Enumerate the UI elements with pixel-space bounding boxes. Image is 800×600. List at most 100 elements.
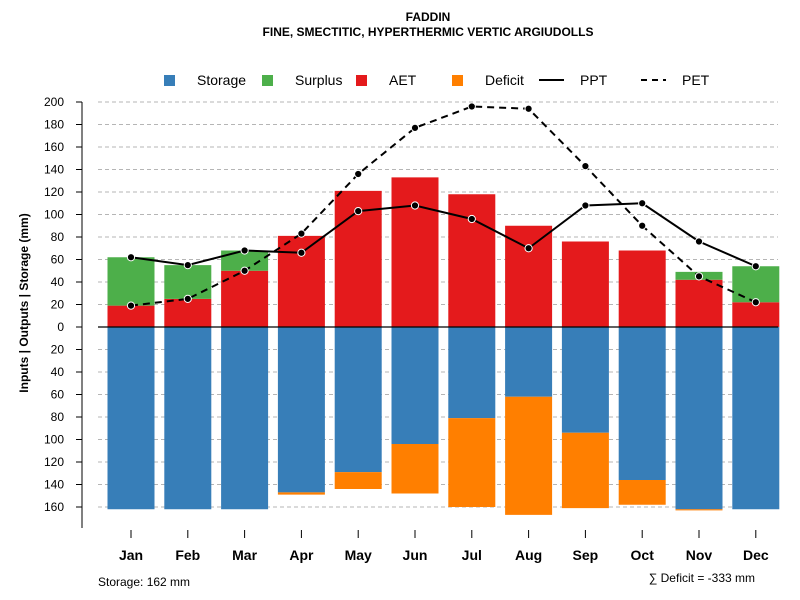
line-pet (130, 105, 757, 307)
chart-title: FADDIN (406, 10, 451, 24)
bar-aet-feb (164, 298, 212, 327)
point-pet-mar (240, 266, 249, 275)
legend-label-storage: Storage (197, 72, 246, 88)
x-tick-label-mar: Mar (232, 547, 257, 563)
bar-storage-mar (221, 327, 269, 510)
point-ppt-oct (638, 199, 647, 208)
point-pet-aug (524, 104, 533, 113)
footer-deficit: ∑ Deficit = -333 mm (649, 571, 755, 585)
y-tick-label: 40 (51, 275, 65, 289)
bar-deficit-jul (448, 418, 496, 507)
bar-storage-feb (164, 327, 212, 510)
bar-aet-mar (221, 270, 269, 327)
bar-surplus-mar (221, 250, 269, 271)
x-tick-label-may: May (345, 547, 372, 563)
legend-swatch-surplus (262, 75, 273, 86)
x-tick-label-jan: Jan (119, 547, 143, 563)
y-tick-label: 140 (44, 478, 64, 492)
x-tick-label-feb: Feb (175, 547, 200, 563)
x-tick-label-aug: Aug (515, 547, 542, 563)
bar-deficit-apr (277, 492, 325, 495)
bar-aet-nov (675, 279, 723, 327)
bar-deficit-sep (561, 432, 609, 509)
legend-label-pet: PET (682, 72, 710, 88)
point-ppt-may (354, 207, 363, 216)
bar-storage-jul (448, 327, 496, 419)
bar-deficit-nov (675, 509, 723, 511)
bar-storage-apr (277, 327, 325, 493)
point-pet-jul (467, 102, 476, 111)
bar-storage-aug (505, 327, 553, 397)
y-tick-label: 80 (51, 410, 65, 424)
x-tick-label-dec: Dec (743, 547, 769, 563)
point-ppt-dec (751, 262, 760, 271)
bar-aet-oct (618, 250, 666, 327)
bar-surplus-dec (732, 266, 780, 303)
y-tick-label: 20 (51, 298, 65, 312)
bar-aet-aug (505, 225, 553, 327)
legend-swatch-aet (356, 75, 367, 86)
x-tick-label-apr: Apr (289, 547, 314, 563)
point-pet-apr (297, 229, 306, 238)
point-ppt-apr (297, 248, 306, 257)
x-tick-label-oct: Oct (631, 547, 655, 563)
point-ppt-jan (126, 253, 136, 262)
axes: 0 20 40 60 80 100 120 140 160 180 200 20 40 60 80 100 12… (44, 95, 769, 563)
y-tick-label: 120 (44, 455, 64, 469)
bar-deficit-may (334, 472, 382, 489)
x-tick-label-jul: Jul (462, 547, 482, 563)
y-tick-label: 140 (44, 163, 64, 177)
point-pet-sep (581, 162, 590, 171)
y-tick-label: 100 (44, 433, 64, 447)
legend-swatch-deficit (452, 75, 463, 86)
y-tick-label: 40 (51, 365, 65, 379)
point-ppt-sep (581, 201, 590, 210)
point-pet-may (354, 169, 363, 179)
point-ppt-feb (183, 261, 192, 270)
y-tick-label: 60 (51, 253, 65, 267)
x-tick-label-jun: Jun (403, 547, 428, 563)
y-tick-label: 80 (51, 230, 65, 244)
bar-aet-jun (391, 177, 439, 327)
bar-storage-jun (391, 327, 439, 444)
bar-storage-oct (618, 327, 666, 480)
bar-storage-sep (561, 327, 609, 433)
y-tick-label: 60 (51, 388, 65, 402)
legend-label-deficit: Deficit (485, 72, 524, 88)
legend-label-aet: AET (389, 72, 417, 88)
y-tick-label: 100 (44, 208, 64, 222)
bar-surplus-feb (164, 265, 212, 299)
y-tick-label: 160 (44, 500, 64, 514)
y-tick-label: 200 (44, 95, 64, 109)
point-pet-nov (694, 272, 704, 281)
point-pet-dec (751, 298, 760, 307)
bar-aet-sep (561, 241, 609, 327)
bar-aet-dec (732, 302, 780, 327)
y-axis-label: Inputs | Outputs | Storage (mm) (17, 213, 31, 392)
y-tick-label: 20 (51, 343, 65, 357)
point-pet-jan (126, 301, 136, 310)
y-tick-label: 160 (44, 140, 64, 154)
bar-storage-may (334, 327, 382, 473)
line-ppt (130, 202, 757, 268)
footer-storage: Storage: 162 mm (98, 575, 190, 589)
point-ppt-jul (467, 214, 476, 224)
x-tick-label-sep: Sep (573, 547, 599, 563)
bar-deficit-jun (391, 444, 439, 494)
point-ppt-nov (694, 237, 704, 246)
point-pet-oct (638, 221, 647, 230)
y-tick-label: 0 (57, 320, 64, 334)
y-tick-label: 180 (44, 118, 64, 132)
point-ppt-aug (524, 244, 533, 253)
series-lines (126, 102, 760, 310)
legend-label-surplus: Surplus (295, 72, 342, 88)
point-ppt-jun (410, 201, 420, 210)
point-pet-jun (410, 123, 420, 132)
point-pet-feb (183, 294, 192, 303)
bar-storage-dec (732, 327, 780, 510)
chart-subtitle: FINE, SMECTITIC, HYPERTHERMIC VERTIC ARG… (263, 25, 594, 39)
bar-storage-jan (107, 327, 155, 510)
legend: Storage Surplus AET Deficit PPT PET (164, 72, 710, 88)
x-tick-label-nov: Nov (686, 547, 713, 563)
